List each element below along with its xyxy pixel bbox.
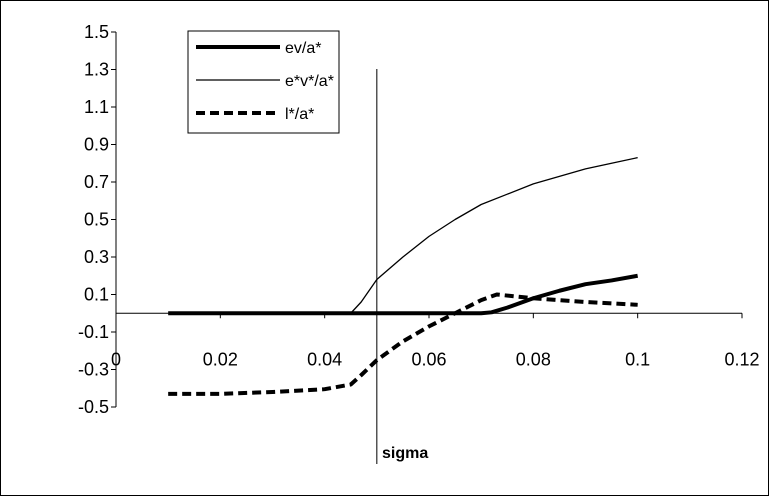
x-tick-label: 0.1	[625, 349, 650, 369]
y-tick-label: 1.3	[84, 60, 109, 80]
x-tick-label: 0.06	[411, 349, 446, 369]
x-tick-label: 0	[111, 349, 121, 369]
x-tick-label: 0.12	[724, 349, 759, 369]
legend-label: ev/a*	[285, 40, 321, 57]
x-tick-label: 0.02	[203, 349, 238, 369]
y-tick-label: 0.1	[84, 285, 109, 305]
y-tick-label: 0.9	[84, 135, 109, 155]
series-line-2	[168, 292, 638, 396]
y-tick-label: 0.5	[84, 210, 109, 230]
y-tick-label: 0.3	[84, 247, 109, 267]
x-tick-label: 0.04	[307, 349, 342, 369]
x-tick-label: 0.08	[516, 349, 551, 369]
y-tick-label: 0.7	[84, 172, 109, 192]
y-tick-label: 1.5	[84, 22, 109, 42]
series-line-0	[168, 273, 639, 316]
y-tick-label: -0.3	[78, 360, 109, 380]
x-axis-title: sigma	[382, 445, 428, 462]
series-line-1	[350, 156, 638, 314]
y-tick-label: -0.5	[78, 397, 109, 417]
legend-label: e*v*/a*	[285, 73, 334, 90]
legend-label: l*/a*	[285, 106, 314, 123]
y-tick-label: -0.1	[78, 322, 109, 342]
y-tick-label: 1.1	[84, 97, 109, 117]
